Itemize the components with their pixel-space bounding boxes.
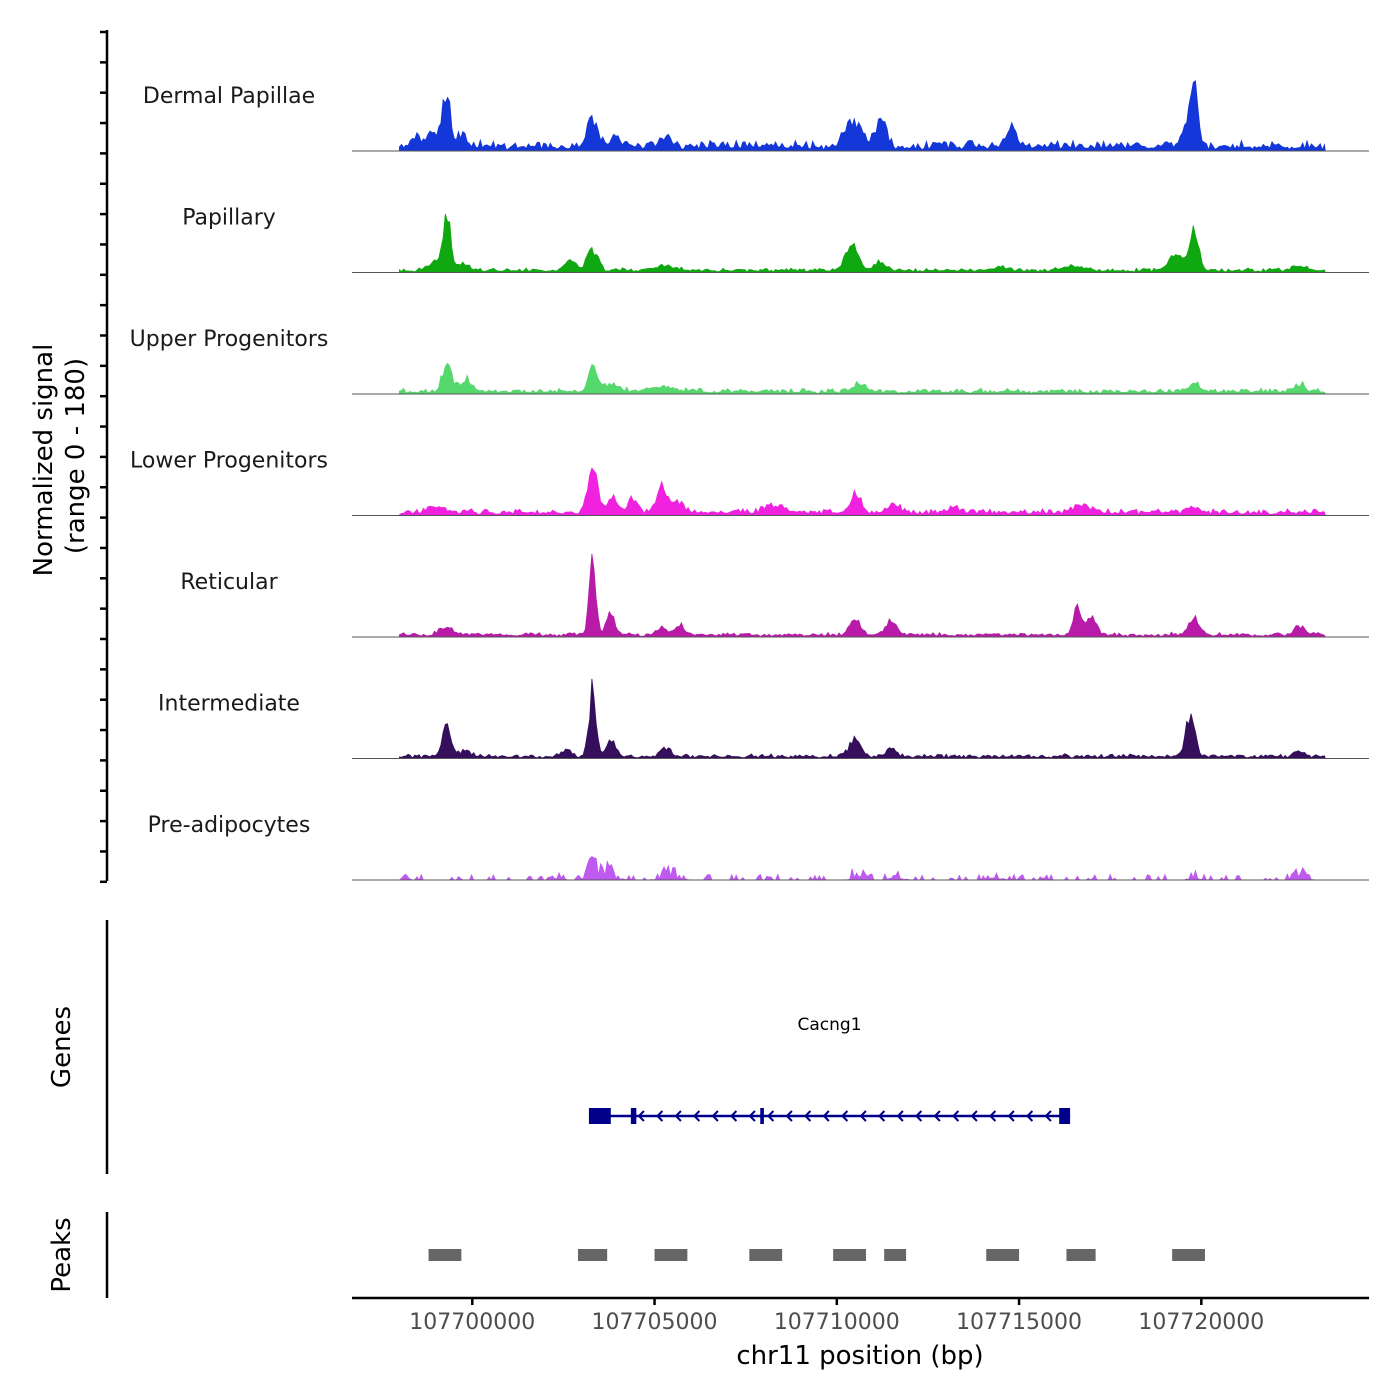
track-lower-progenitors: Lower Progenitors [130, 449, 1369, 516]
peak-region [1066, 1249, 1096, 1261]
strand-arrow [1044, 1110, 1052, 1122]
peak-region [654, 1249, 688, 1261]
track-intermediate: Intermediate [158, 678, 1369, 759]
track-label: Upper Progenitors [130, 327, 329, 352]
y-axis-title: Normalized signal (range 0 - 180) [29, 344, 91, 577]
peak-region [1172, 1249, 1205, 1261]
coverage-area [399, 553, 1326, 638]
strand-arrow [841, 1110, 849, 1122]
gene-exon [588, 1108, 611, 1124]
peaks-track [428, 1249, 1205, 1261]
track-papillary: Papillary [182, 206, 1369, 273]
track-upper-progenitors: Upper Progenitors [130, 327, 1369, 395]
strand-arrow [785, 1110, 793, 1122]
strand-arrow [896, 1110, 904, 1122]
coverage-area [398, 856, 1326, 882]
y-axis-title-line1: Normalized signal [29, 344, 59, 577]
strand-arrow [933, 1110, 941, 1122]
peaks-track-label: Peaks [47, 1217, 77, 1292]
strand-arrow [952, 1110, 960, 1122]
peak-region [884, 1249, 907, 1261]
strand-arrow [748, 1110, 756, 1122]
coverage-area [399, 213, 1326, 273]
strand-arrow [970, 1110, 978, 1122]
strand-arrow [859, 1110, 867, 1122]
strand-arrow [989, 1110, 997, 1122]
peak-region [578, 1249, 608, 1261]
track-pre-adipocytes: Pre-adipocytes [148, 813, 1369, 882]
track-dermal-papillae: Dermal Papillae [143, 80, 1369, 152]
peak-region [833, 1249, 866, 1261]
x-tick-label: 107700000 [409, 1310, 535, 1335]
coverage-area [399, 362, 1326, 395]
coverage-area [399, 80, 1326, 152]
track-reticular: Reticular [180, 553, 1369, 638]
strand-arrow [730, 1110, 738, 1122]
x-tick-label: 107720000 [1138, 1310, 1264, 1335]
coverage-area [399, 678, 1326, 759]
peak-region [428, 1249, 462, 1261]
coverage-tracks: Dermal Papillae Papillary Upper Progenitor… [130, 80, 1369, 882]
track-label: Lower Progenitors [130, 449, 328, 474]
x-tick-label: 107705000 [592, 1310, 718, 1335]
strand-arrow [804, 1110, 812, 1122]
gene-exon [630, 1108, 637, 1124]
track-label: Reticular [180, 570, 278, 595]
x-tick-label: 107715000 [956, 1310, 1082, 1335]
strand-arrow [656, 1110, 664, 1122]
peak-region [749, 1249, 783, 1261]
peak-region [986, 1249, 1020, 1261]
strand-arrow [1007, 1110, 1015, 1122]
x-axis-ticks: 107700000 107705000 107710000 107715000 1077… [409, 1298, 1264, 1335]
track-label: Dermal Papillae [143, 84, 315, 109]
strand-arrow [915, 1110, 923, 1122]
strand-arrow [693, 1110, 701, 1122]
strand-arrow [637, 1110, 645, 1122]
gene-exon [1059, 1108, 1071, 1124]
strand-arrow [1026, 1110, 1034, 1122]
y-axis-title-line2: (range 0 - 180) [61, 358, 91, 554]
strand-arrow [822, 1110, 830, 1122]
strand-arrow [767, 1110, 775, 1122]
coverage-area [399, 467, 1326, 516]
genes-track-label: Genes [47, 1006, 77, 1088]
track-label: Intermediate [158, 692, 300, 717]
strand-arrow [674, 1110, 682, 1122]
x-tick-label: 107710000 [774, 1310, 900, 1335]
strand-arrow [711, 1110, 719, 1122]
genes-track: Cacng1 [588, 1015, 1071, 1124]
coverage-y-axis-ticks [100, 30, 107, 884]
x-axis-title: chr11 position (bp) [736, 1341, 983, 1371]
gene-exon [760, 1108, 764, 1124]
gene-label: Cacng1 [798, 1015, 862, 1035]
gene-cacng1: Cacng1 [588, 1015, 1071, 1124]
track-label: Papillary [182, 206, 276, 231]
strand-arrow [878, 1110, 886, 1122]
track-label: Pre-adipocytes [148, 813, 311, 838]
